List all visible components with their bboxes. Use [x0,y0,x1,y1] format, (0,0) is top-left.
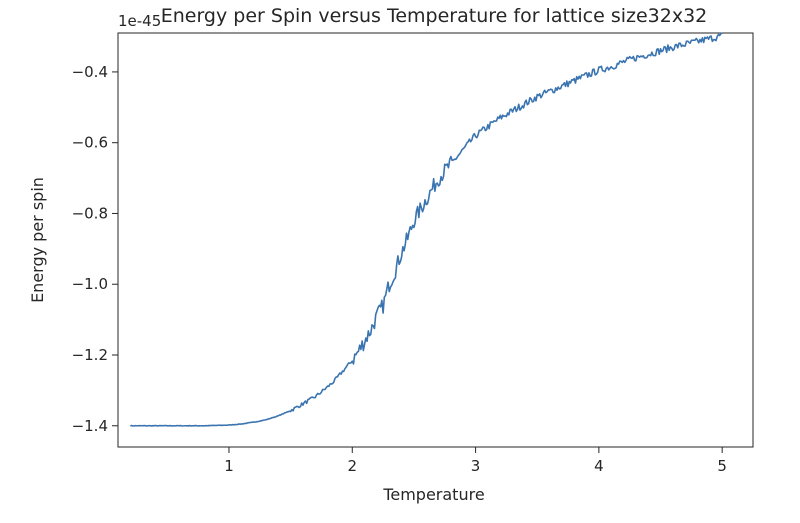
y-tick-label: −0.4 [72,63,108,81]
y-tick-label: −0.6 [72,134,108,152]
y-axis: −1.4 −1.2 −1.0 −0.8 −0.6 −0.4 [72,63,118,435]
x-tick-label: 1 [224,457,234,475]
y-tick-label: −1.4 [72,417,108,435]
y-tick-label: −0.8 [72,204,108,222]
energy-series-line [130,32,723,427]
y-tick-label: −1.0 [72,275,108,293]
x-tick-label: 4 [594,457,604,475]
plot-area [117,32,754,448]
y-tick-label: −1.2 [72,346,108,364]
x-axis: 1 2 3 4 5 [224,447,727,475]
x-tick-label: 2 [347,457,357,475]
chart-title: Energy per Spin versus Temperature for l… [161,5,708,27]
x-axis-label: Temperature [382,485,484,504]
x-tick-label: 3 [471,457,481,475]
y-offset-label: 1e-45 [118,12,161,30]
y-axis-label: Energy per spin [28,177,47,303]
x-tick-label: 5 [717,457,727,475]
